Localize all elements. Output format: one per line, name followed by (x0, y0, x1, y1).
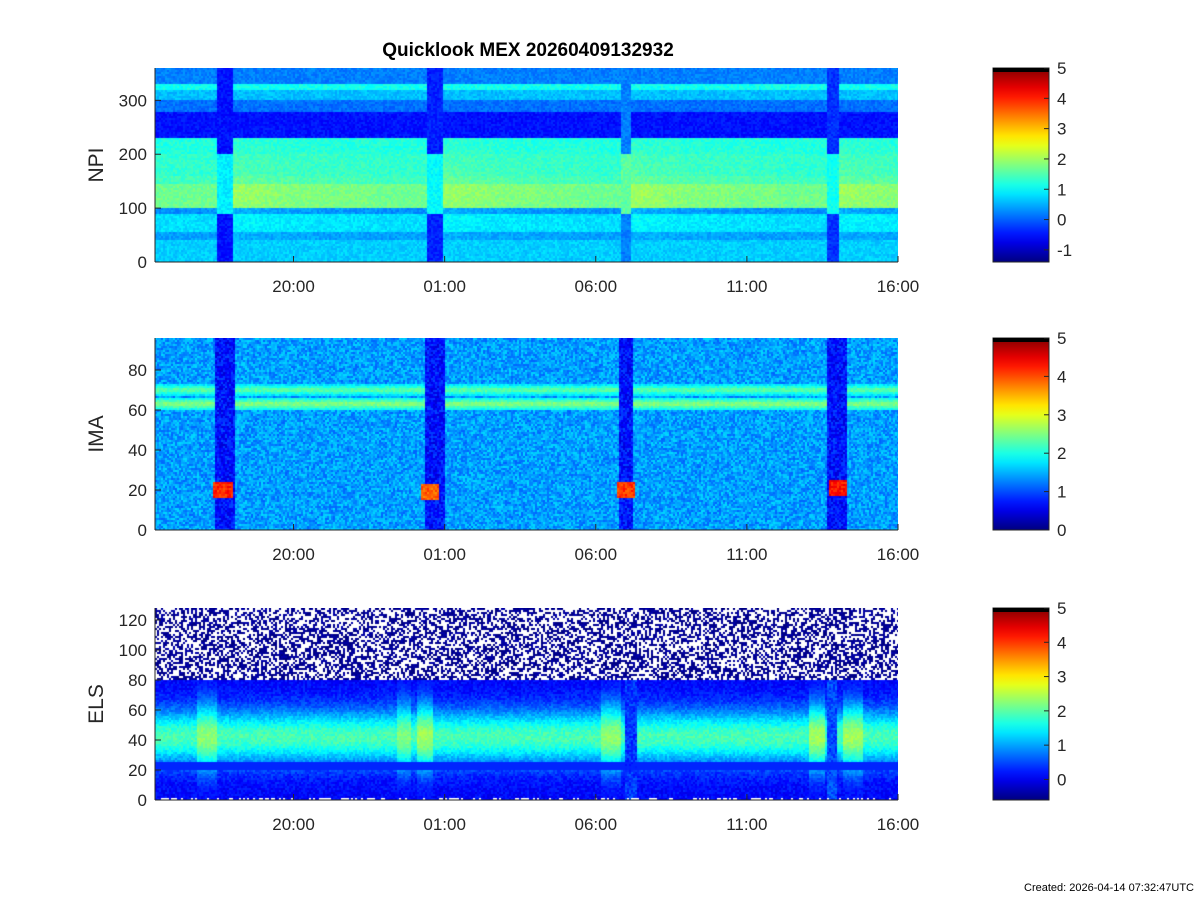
npi-colorbar (992, 67, 1050, 263)
ima-colorbar-tick-label: 0 (1057, 521, 1066, 540)
figure-title: Quicklook MEX 20260409132932 (382, 40, 674, 61)
els-x-tick-label: 20:00 (272, 815, 315, 834)
npi-y-tick-label: 100 (119, 199, 147, 218)
ima-y-tick-label: 0 (138, 521, 147, 540)
npi-x-tick-label: 01:00 (423, 277, 466, 296)
els-y-tick-label: 60 (128, 701, 147, 720)
els-colorbar-tick-label: 1 (1057, 736, 1066, 755)
els-colorbar-tick-label: 3 (1057, 668, 1066, 687)
els-y-tick-label: 0 (138, 791, 147, 810)
els-y-label: ELS (85, 684, 108, 724)
npi-y-tick-label: 300 (119, 91, 147, 110)
ima-colorbar-tick-label: 1 (1057, 483, 1066, 502)
ima-colorbar-cap (993, 338, 1049, 342)
els-colorbar-tick-label: 4 (1057, 633, 1066, 652)
els-colorbar (992, 607, 1050, 801)
ima-x-tick-label: 06:00 (574, 545, 617, 564)
npi-x-tick-label: 20:00 (272, 277, 315, 296)
ima-colorbar-tick-label: 4 (1057, 367, 1066, 386)
npi-colorbar-cap (993, 68, 1049, 72)
els-y-tick-label: 120 (119, 611, 147, 630)
els-colorbar-tick-label: 2 (1057, 702, 1066, 721)
npi-x-tick-label: 16:00 (877, 277, 920, 296)
els-y-tick-label: 100 (119, 641, 147, 660)
ima-colorbar (992, 337, 1050, 531)
npi-x-tick-label: 06:00 (574, 277, 617, 296)
npi-colorbar-tick-label: 2 (1057, 150, 1066, 169)
ima-colorbar-tick-label: 2 (1057, 444, 1066, 463)
els-x-tick-label: 06:00 (574, 815, 617, 834)
els-colorbar-tick-label: 0 (1057, 770, 1066, 789)
npi-colorbar-tick-label: 3 (1057, 120, 1066, 139)
ima-colorbar-tick-label: 5 (1057, 329, 1066, 348)
ima-y-tick-label: 40 (128, 441, 147, 460)
els-y-tick-label: 80 (128, 671, 147, 690)
created-timestamp: Created: 2026-04-14 07:32:47UTC (1024, 882, 1194, 894)
ima-x-tick-label: 01:00 (423, 545, 466, 564)
npi-panel: 0 100 200 300 20:00 01:00 06:00 11:00 16:00 NPI -1… (85, 59, 1072, 296)
npi-colorbar-tick-label: 5 (1057, 59, 1066, 78)
ima-y-tick-label: 60 (128, 401, 147, 420)
els-y-tick-label: 40 (128, 731, 147, 750)
npi-x-tick-label: 11:00 (726, 277, 767, 296)
els-x-tick-label: 16:00 (877, 815, 920, 834)
ima-x-tick-label: 16:00 (877, 545, 920, 564)
npi-colorbar-tick-label: 1 (1057, 180, 1066, 199)
npi-colorbar-tick-label: 4 (1057, 89, 1066, 108)
npi-colorbar-tick-label: -1 (1057, 241, 1072, 260)
ima-panel: 0 20 40 60 80 20:00 01:00 06:00 11:00 16:00 IMA 0 1 2… (85, 329, 1066, 564)
npi-colorbar-tick-label: 0 (1057, 211, 1066, 230)
ima-x-tick-label: 11:00 (726, 545, 767, 564)
ima-y-label: IMA (85, 415, 108, 452)
els-x-tick-label: 01:00 (423, 815, 466, 834)
npi-y-label: NPI (85, 147, 108, 182)
ima-y-tick-label: 20 (128, 481, 147, 500)
els-x-tick-label: 11:00 (726, 815, 767, 834)
els-y-tick-label: 20 (128, 761, 147, 780)
ima-heatmap (155, 338, 898, 530)
els-colorbar-cap (993, 608, 1049, 612)
els-heatmap (155, 608, 898, 800)
ima-y-tick-label: 80 (128, 361, 147, 380)
ima-x-tick-label: 20:00 (272, 545, 315, 564)
npi-y-tick-label: 200 (119, 145, 147, 164)
npi-y-tick-label: 0 (138, 253, 147, 272)
ima-colorbar-tick-label: 3 (1057, 406, 1066, 425)
els-colorbar-tick-label: 5 (1057, 599, 1066, 618)
npi-heatmap (155, 68, 898, 262)
